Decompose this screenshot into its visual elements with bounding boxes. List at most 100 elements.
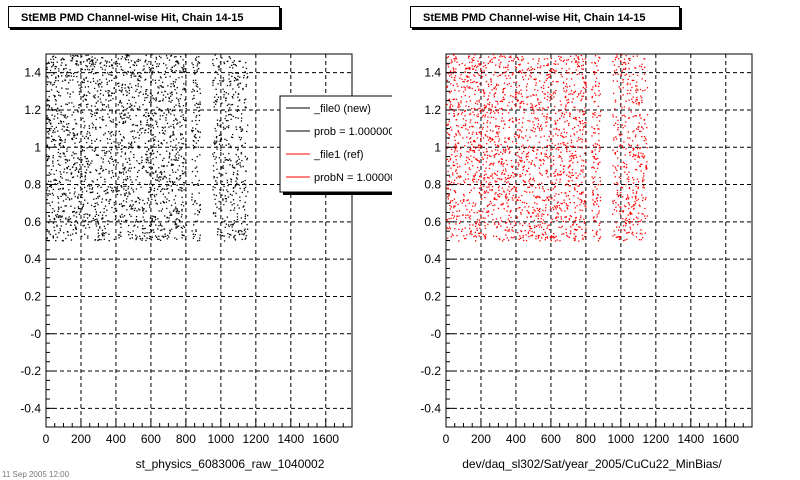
data-point	[175, 159, 178, 161]
data-point	[147, 157, 149, 159]
data-point	[447, 184, 449, 186]
data-point	[560, 56, 562, 58]
data-point	[594, 201, 596, 203]
data-point	[47, 195, 49, 197]
data-point	[161, 143, 163, 145]
data-point	[456, 215, 458, 217]
data-point	[60, 195, 62, 197]
data-point	[467, 162, 469, 164]
data-point	[128, 106, 130, 108]
data-point	[576, 191, 578, 193]
data-point	[548, 224, 550, 226]
data-point	[170, 140, 172, 143]
data-point	[185, 107, 187, 110]
data-point	[234, 77, 237, 80]
data-point	[226, 139, 228, 141]
data-point	[72, 229, 74, 231]
data-point	[141, 228, 144, 230]
data-point	[576, 205, 578, 207]
data-point	[542, 84, 545, 87]
data-point	[538, 195, 540, 198]
data-point	[87, 137, 89, 139]
data-point	[636, 88, 638, 90]
data-point	[243, 183, 245, 185]
data-point	[547, 197, 549, 199]
data-point	[585, 122, 587, 124]
data-point	[196, 63, 199, 65]
data-point	[61, 75, 63, 77]
data-point	[491, 185, 494, 188]
data-point	[161, 235, 163, 237]
data-point	[530, 235, 532, 237]
data-point	[133, 73, 135, 75]
data-point	[161, 188, 163, 191]
data-point	[68, 123, 70, 125]
data-point	[464, 124, 466, 127]
data-point	[108, 233, 110, 235]
data-point	[530, 216, 532, 218]
data-point	[565, 232, 567, 234]
data-point	[592, 177, 594, 180]
data-point	[593, 156, 595, 158]
data-point	[218, 157, 221, 159]
data-point	[591, 97, 593, 99]
data-point	[500, 158, 502, 160]
data-point	[563, 171, 565, 173]
data-point	[599, 161, 601, 163]
data-point	[166, 217, 168, 219]
data-point	[158, 177, 160, 179]
data-point	[238, 136, 241, 138]
data-point	[598, 237, 600, 240]
data-point	[65, 205, 67, 207]
data-point	[529, 177, 532, 179]
data-point	[503, 66, 505, 69]
data-point	[501, 73, 504, 75]
data-point	[593, 219, 595, 222]
data-point	[177, 169, 179, 171]
data-point	[172, 132, 174, 134]
data-point	[243, 229, 246, 231]
data-point	[179, 98, 181, 100]
data-point	[502, 165, 504, 167]
data-point	[165, 76, 167, 78]
data-point	[481, 145, 483, 147]
data-point	[475, 147, 477, 149]
data-point	[547, 157, 549, 159]
data-point	[568, 160, 571, 162]
data-point	[126, 219, 128, 222]
data-point	[563, 116, 565, 118]
data-point	[243, 205, 245, 207]
data-point	[79, 87, 81, 89]
data-point	[77, 55, 79, 58]
data-point	[159, 118, 161, 120]
data-point	[500, 163, 502, 165]
data-point	[52, 138, 54, 140]
data-point	[539, 207, 541, 210]
data-point	[141, 159, 143, 162]
data-point	[63, 171, 65, 173]
data-point	[487, 116, 489, 118]
data-point	[642, 68, 644, 71]
data-point	[594, 92, 596, 94]
data-point	[539, 80, 541, 82]
data-point	[485, 135, 487, 137]
data-point	[467, 178, 470, 180]
data-point	[577, 185, 579, 187]
data-point	[130, 86, 133, 88]
data-point	[74, 134, 76, 136]
data-point	[140, 186, 142, 188]
data-point	[122, 205, 124, 207]
data-point	[102, 119, 104, 121]
data-point	[592, 182, 594, 184]
data-point	[474, 102, 477, 104]
data-point	[478, 219, 481, 221]
data-point	[110, 71, 113, 73]
data-point	[238, 86, 240, 88]
scatter-points	[446, 54, 649, 242]
data-point	[46, 238, 48, 240]
data-point	[168, 96, 170, 99]
data-point	[145, 210, 147, 212]
data-point	[518, 129, 520, 131]
data-point	[478, 224, 480, 226]
data-point	[527, 211, 529, 213]
